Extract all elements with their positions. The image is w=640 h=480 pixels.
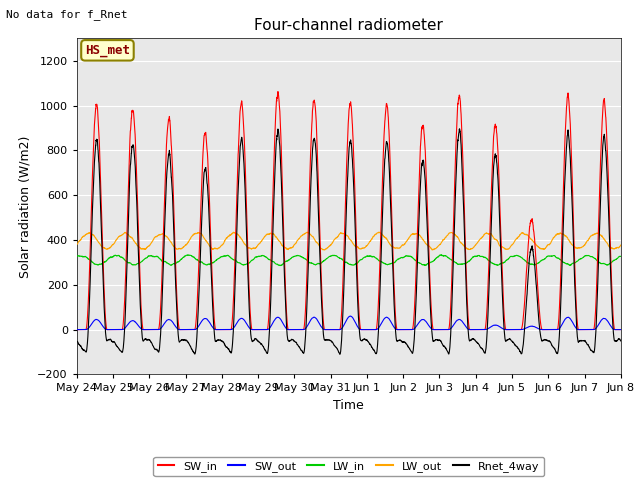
Y-axis label: Solar radiation (W/m2): Solar radiation (W/m2)	[19, 135, 32, 277]
Text: HS_met: HS_met	[85, 44, 130, 57]
Text: No data for f_Rnet: No data for f_Rnet	[6, 9, 128, 20]
Legend: SW_in, SW_out, LW_in, LW_out, Rnet_4way: SW_in, SW_out, LW_in, LW_out, Rnet_4way	[154, 456, 544, 476]
Title: Four-channel radiometer: Four-channel radiometer	[254, 18, 444, 33]
X-axis label: Time: Time	[333, 399, 364, 412]
